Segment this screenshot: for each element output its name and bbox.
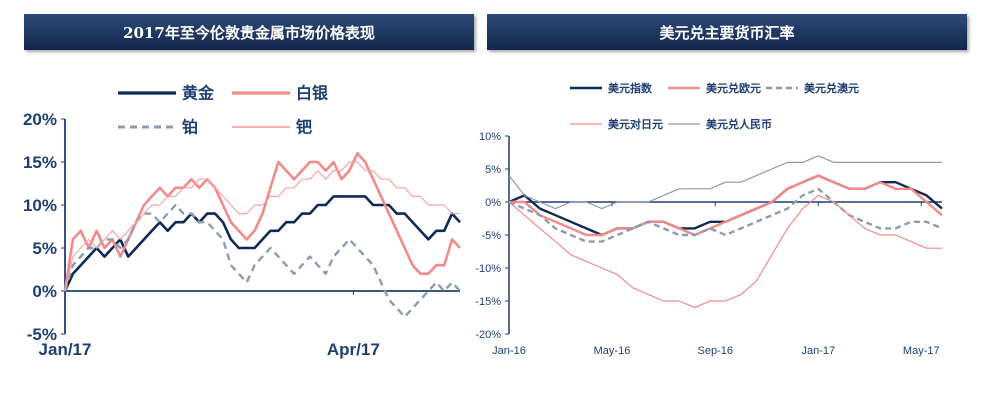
y-tick-label: 0% xyxy=(485,197,501,209)
x-tick-label: Jan-17 xyxy=(801,345,835,357)
y-tick-label: 0% xyxy=(32,282,57,301)
legend-label: 美元指数 xyxy=(608,81,653,95)
y-tick-label: 5% xyxy=(485,164,501,176)
right-panel-title: 美元兑主要货币汇率 xyxy=(487,14,967,50)
legend-label: 钯 xyxy=(296,118,312,137)
series-line-钯 xyxy=(64,161,460,292)
x-tick-label: Apr/17 xyxy=(327,340,380,359)
legend-label: 铂 xyxy=(182,118,198,137)
y-tick-label: 20% xyxy=(23,110,57,129)
legend-label: 美元兑欧元 xyxy=(706,81,761,95)
series-line-白银 xyxy=(63,152,461,292)
y-tick-label: -5% xyxy=(481,230,501,242)
series-line-美元兑人民币 xyxy=(508,155,942,210)
legend-label: 美元对日元 xyxy=(608,117,663,131)
y-tick-label: 15% xyxy=(23,153,57,172)
y-tick-label: -20% xyxy=(475,329,501,341)
x-tick-label: Sep-16 xyxy=(698,345,733,357)
x-tick-label: Jan/17 xyxy=(39,340,92,359)
x-tick-label: May-17 xyxy=(903,345,940,357)
legend-label: 美元兑澳元 xyxy=(804,81,859,95)
x-tick-label: May-16 xyxy=(594,345,631,357)
x-tick-label: Jan-16 xyxy=(492,345,526,357)
left-panel-title: 2017年至今伦敦贵金属市场价格表现 xyxy=(24,14,474,50)
series-line-铂 xyxy=(63,203,461,318)
y-tick-label: 5% xyxy=(32,239,57,258)
y-tick-label: -10% xyxy=(475,263,501,275)
y-tick-label: 10% xyxy=(479,131,501,143)
y-tick-label: -15% xyxy=(475,296,501,308)
y-tick-label: -5% xyxy=(27,325,57,344)
legend-label: 黄金 xyxy=(182,84,215,103)
y-tick-label: 10% xyxy=(23,196,57,215)
legend-label: 白银 xyxy=(296,84,329,103)
series-line-美元兑澳元 xyxy=(508,187,943,243)
series-line-美元对日元 xyxy=(508,194,942,309)
legend-label: 美元兑人民币 xyxy=(706,117,772,131)
series-line-黄金 xyxy=(63,195,461,292)
series-line-美元兑欧元 xyxy=(509,174,943,237)
